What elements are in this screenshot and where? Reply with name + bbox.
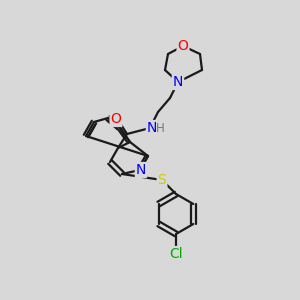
Text: O: O bbox=[111, 112, 122, 126]
Text: N: N bbox=[136, 163, 146, 177]
Text: N: N bbox=[147, 121, 157, 135]
Text: N: N bbox=[173, 75, 183, 89]
Text: H: H bbox=[156, 122, 164, 136]
Text: O: O bbox=[178, 39, 188, 53]
Text: S: S bbox=[158, 173, 166, 187]
Text: Cl: Cl bbox=[169, 247, 183, 261]
